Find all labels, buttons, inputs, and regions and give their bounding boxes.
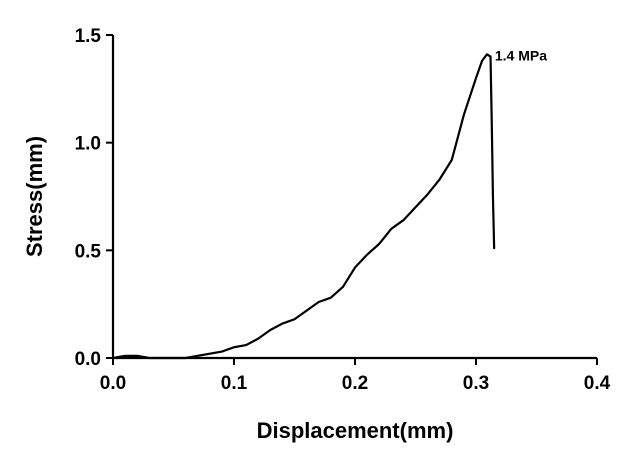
axis-ticks (106, 34, 598, 365)
x-tick-label: 0.0 (100, 373, 126, 394)
peak-annotation: 1.4 MPa (495, 47, 547, 63)
x-axis-title: Displacement(mm) (257, 418, 454, 443)
y-tick-label: 0.0 (75, 349, 101, 370)
y-axis-title: Stress(mm) (22, 136, 47, 257)
x-tick-label: 0.2 (342, 373, 368, 394)
axis-tick-labels: 0.0 0.1 0.2 0.3 0.4 0.0 0.5 1.0 1.5 (75, 26, 611, 394)
stress-curve (111, 53, 496, 360)
y-tick-label: 1.5 (75, 26, 102, 47)
x-tick-label: 0.4 (584, 373, 611, 394)
y-tick-label: 1.0 (75, 134, 101, 155)
x-tick-label: 0.1 (221, 373, 248, 394)
y-tick-label: 0.5 (75, 241, 102, 262)
x-tick-label: 0.3 (463, 373, 489, 394)
